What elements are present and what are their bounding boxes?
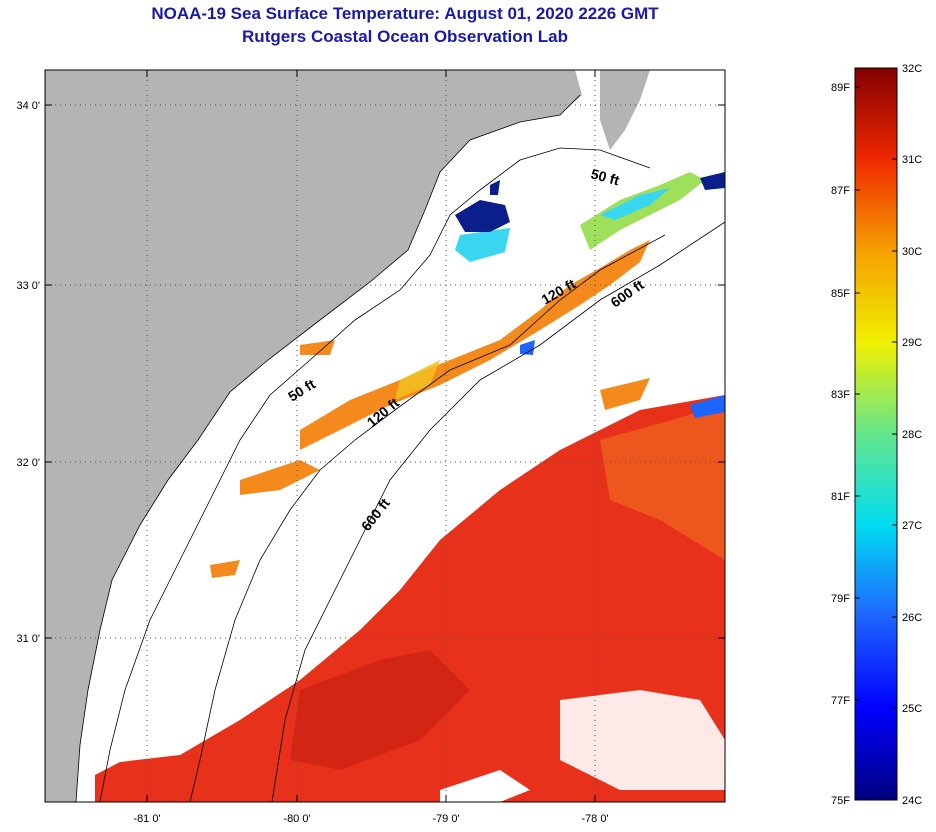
contour-label-50ft: 50 ft xyxy=(589,165,621,188)
colorbar-c-label: 27C xyxy=(902,520,922,532)
colorbar-f-label: 87F xyxy=(831,185,850,197)
colorbar-f-label: 89F xyxy=(831,82,850,94)
map-title: NOAA-19 Sea Surface Temperature: August … xyxy=(151,4,659,23)
sst-cold-patch xyxy=(455,200,510,232)
colorbar-f-label: 81F xyxy=(831,491,850,503)
isobath-600ft xyxy=(271,221,726,803)
colorbar-c-label: 29C xyxy=(902,337,922,349)
sst-cool-band xyxy=(580,172,705,250)
colorbar-c-label: 26C xyxy=(902,612,922,624)
colorbar-f-label: 75F xyxy=(831,795,850,807)
lat-label: 32 0' xyxy=(16,457,40,469)
isobath-50ft xyxy=(99,147,651,803)
colorbar-f-label: 79F xyxy=(831,593,850,605)
colorbar-c-label: 24C xyxy=(902,795,922,807)
colorbar-c-label: 32C xyxy=(902,63,922,75)
colorbar-f-label: 83F xyxy=(831,389,850,401)
lat-lon-grid xyxy=(45,70,725,802)
colorbar-f-label: 85F xyxy=(831,288,850,300)
colorbar-c-label: 28C xyxy=(902,429,922,441)
colorbar-f-label: 77F xyxy=(831,695,850,707)
sst-colorbar xyxy=(854,67,898,801)
lon-label: -80 0' xyxy=(283,813,310,825)
lat-label: 34 0' xyxy=(16,100,40,112)
lat-label: 33 0' xyxy=(16,280,40,292)
lon-label: -79 0' xyxy=(432,813,459,825)
colorbar-c-label: 30C xyxy=(902,246,922,258)
lon-label: -78 0' xyxy=(581,813,608,825)
colorbar-c-label: 25C xyxy=(902,703,922,715)
colorbar-c-label: 31C xyxy=(902,154,922,166)
lat-label: 31 0' xyxy=(16,633,40,645)
sst-mid-band xyxy=(300,240,650,450)
map-subtitle: Rutgers Coastal Ocean Observation Lab xyxy=(242,27,568,46)
coastline xyxy=(75,94,581,803)
land-region xyxy=(45,70,582,802)
lon-label: -81 0' xyxy=(133,813,160,825)
isobath-120ft xyxy=(189,234,666,803)
